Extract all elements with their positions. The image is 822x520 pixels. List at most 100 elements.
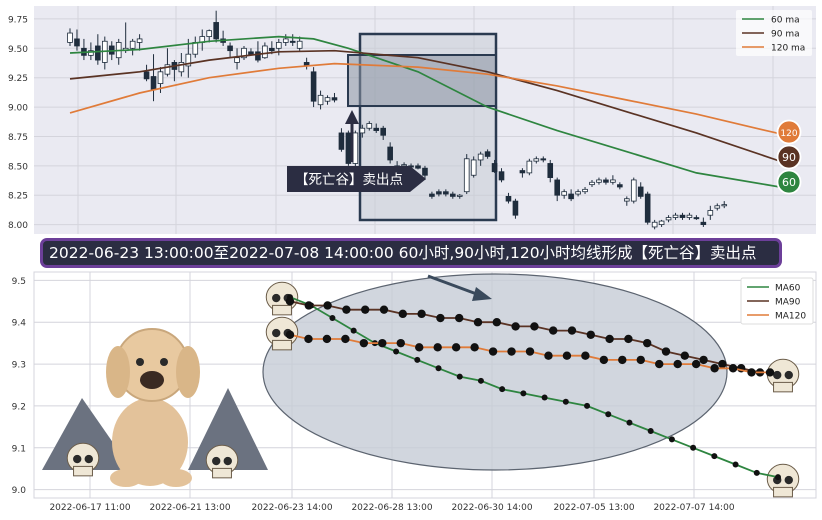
data-point [728,364,738,373]
candle-body [568,193,574,200]
candle-body [554,179,560,196]
candle-body [526,160,533,174]
candle-body [366,123,373,129]
candle-body [589,181,595,186]
skull-eye [784,370,793,380]
y-tick-label: 9.25 [8,74,28,84]
candle-body [603,179,609,183]
candle-body [213,22,219,40]
candle-body [436,191,442,195]
sell-signal-label: 【死亡谷】卖出点 [295,172,403,188]
legend-label: MA90 [775,298,801,308]
data-point [393,348,400,355]
data-point [379,305,389,314]
data-point [436,313,445,323]
candle-body [150,76,157,90]
data-point [473,318,483,327]
candle-body [596,179,602,183]
data-point [549,326,558,335]
candle-body [275,42,282,49]
y-tick-label: 9.3 [12,361,26,371]
candle-body [672,214,679,218]
dog-body [112,398,188,486]
candle-body [505,195,512,202]
data-point [668,436,675,443]
candle-body [282,38,289,43]
y-tick-label: 9.2 [12,402,26,412]
ma-60-end-marker [776,169,802,195]
candle-body [324,97,331,102]
data-point [586,330,595,339]
legend-label: 60 ma [771,16,800,26]
data-point [626,419,633,426]
data-point [342,305,351,314]
y-tick-label: 9.00 [8,104,28,114]
candle-body [255,51,261,61]
data-point [285,330,295,339]
candle-body [575,191,581,195]
dog-mouth [140,371,164,389]
candle-body [143,71,150,80]
y-tick-label: 8.50 [8,162,28,172]
candle-body [498,171,505,181]
data-point [525,347,535,356]
data-point [470,343,479,352]
candle-body [296,40,303,49]
candle-body [227,45,233,52]
signal-arrow-head [345,110,359,124]
candle-body [129,40,136,49]
candle-body [463,158,470,193]
candle-body [665,217,672,221]
dog-paw [110,469,142,487]
ma-120-end-marker [776,119,802,145]
candle-body [373,127,380,131]
candle-body [241,47,247,59]
x-tick-label: 2022-07-05 13:00 [553,503,634,513]
data-point [691,359,701,369]
candle-body [88,50,94,56]
data-point [304,301,313,310]
legend-label: 120 ma [771,44,805,54]
data-point [605,334,614,344]
data-point [451,343,461,352]
data-point [456,373,463,380]
candle-body [491,163,498,173]
candle-body [617,184,623,188]
data-point [488,347,498,356]
data-point [322,334,332,344]
candle-body [686,214,693,218]
candle-body [401,164,407,167]
data-point [396,338,405,348]
data-point [775,474,781,481]
candle-body [67,32,73,43]
candle-body [185,53,192,67]
signal-banner: 2022-06-23 13:00:00至2022-07-08 14:00:00 … [40,238,782,268]
data-point [567,326,577,335]
candle-body [338,132,345,150]
data-point [304,334,313,344]
data-point [599,355,609,365]
y-tick-label: 9.1 [12,444,26,454]
x-tick-label: 2022-06-30 14:00 [451,503,532,513]
skull-eye [73,454,82,464]
data-point [732,461,739,468]
y-tick-label: 9.4 [12,319,27,329]
data-point [511,322,520,331]
candle-body [721,204,728,207]
skull-jaw [212,467,232,479]
data-point [541,394,548,401]
pointer-arrow-head [472,287,492,301]
candle-body [178,62,185,73]
candle-body [387,146,393,161]
ma-90-end-marker [776,144,802,170]
candle-body [658,220,665,225]
candle-body [700,221,707,225]
data-point [530,322,539,331]
data-point [562,398,569,405]
y-tick-label: 8.75 [8,133,28,143]
data-point [673,359,682,369]
candle-body [533,158,540,162]
x-tick-label: 2022-06-21 13:00 [149,503,230,513]
y-tick-label: 9.5 [12,277,26,287]
data-point [647,428,654,435]
